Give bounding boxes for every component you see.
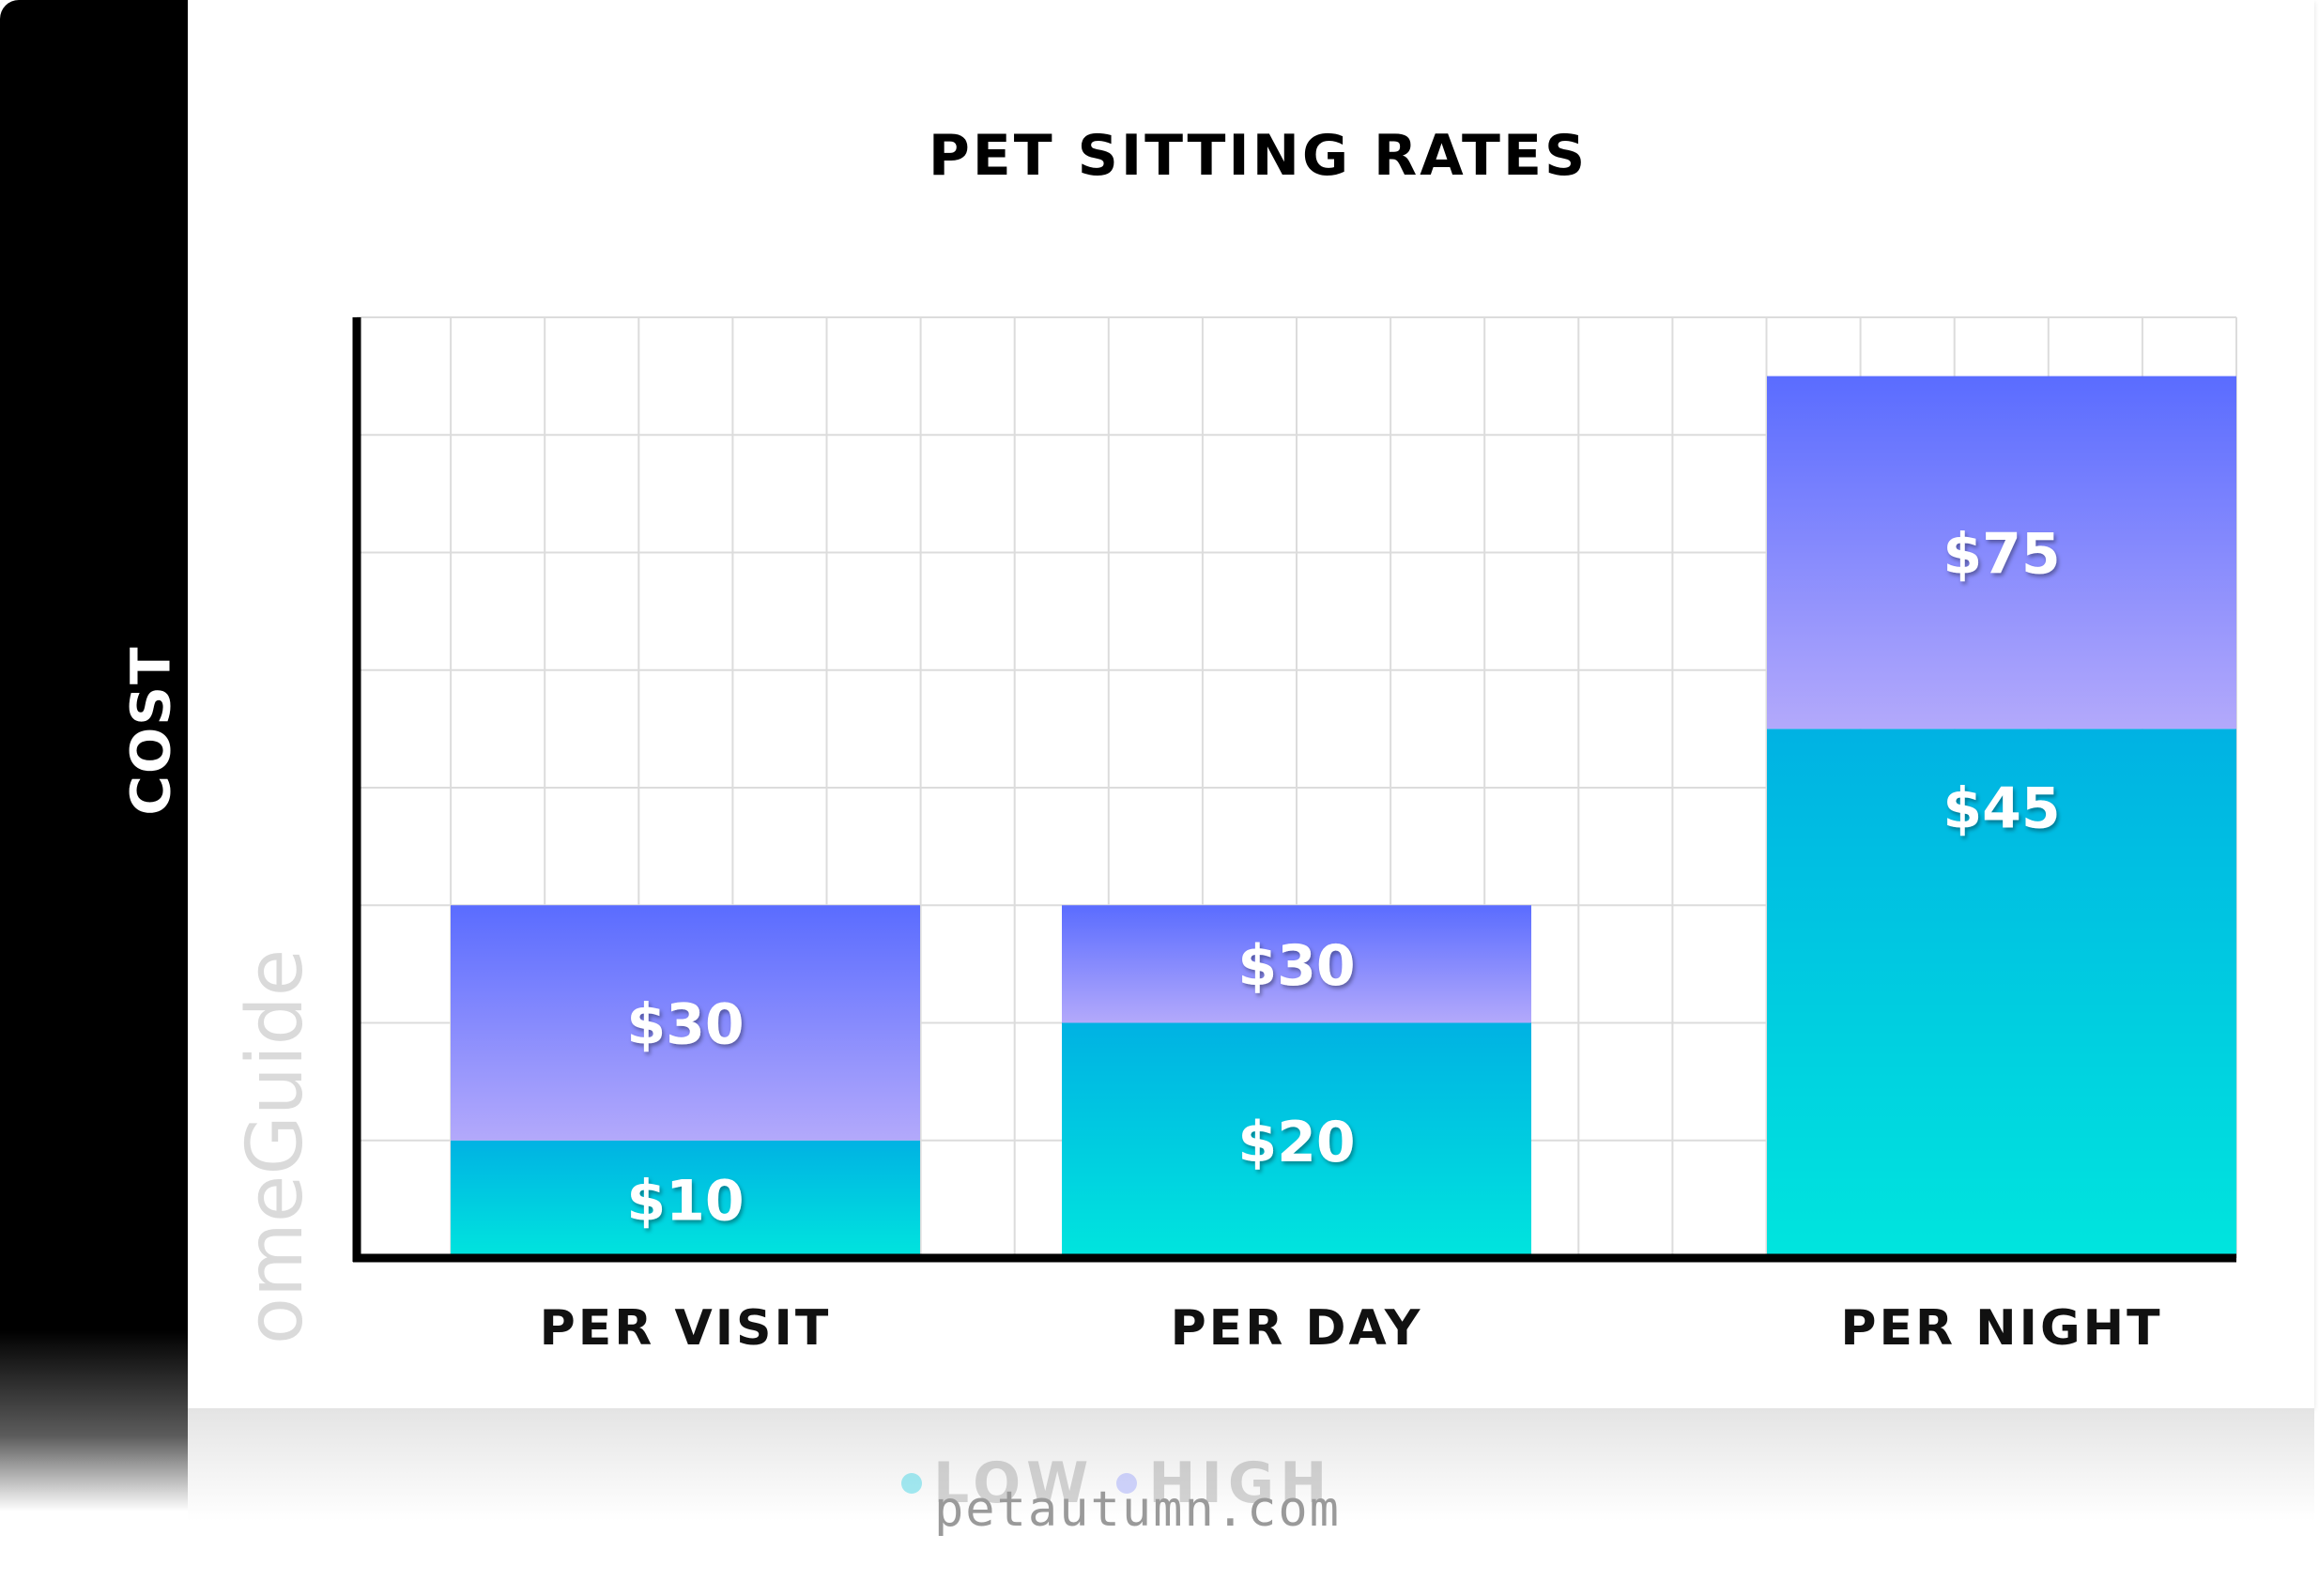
bar-low-per-day xyxy=(1062,1022,1531,1258)
x-tick-label: PER DAY xyxy=(1171,1300,1423,1357)
legend: LOW HIGH xyxy=(901,1450,1483,1516)
card-reflection xyxy=(188,1408,2314,1521)
bar-high-per-day xyxy=(1062,905,1531,1023)
data-label: $30 xyxy=(626,992,744,1058)
data-label: $45 xyxy=(1943,775,2060,841)
data-label: $20 xyxy=(1237,1110,1355,1175)
bar-high-per-night xyxy=(1767,376,2236,729)
bar-low-per-night xyxy=(1767,729,2236,1258)
x-tick-label: PER VISIT xyxy=(540,1300,832,1357)
legend-swatch-high xyxy=(1116,1473,1138,1494)
data-label: $30 xyxy=(1237,933,1355,999)
legend-item-high: HIGH xyxy=(1116,1450,1332,1516)
x-tick-label: PER NIGHT xyxy=(1840,1300,2162,1357)
bar-high-per-visit xyxy=(451,905,920,1141)
data-label: $10 xyxy=(626,1168,744,1234)
legend-label-low: LOW xyxy=(933,1450,1095,1516)
legend-item-low: LOW xyxy=(901,1450,1094,1516)
axes xyxy=(352,317,2236,1263)
sidebar-band xyxy=(0,0,188,1512)
chart-title: PET SITTING RATES xyxy=(929,123,1588,189)
labels: $10 $30 PER VISIT $20 $30 PER DAY $45 $75 PER NI… xyxy=(540,123,2162,1357)
data-label: $75 xyxy=(1943,522,2060,588)
watermark: petautumn.com xyxy=(934,1481,1341,1538)
bar-low-per-visit xyxy=(451,1140,920,1258)
legend-label-high: HIGH xyxy=(1148,1450,1333,1516)
bars xyxy=(451,376,2236,1258)
legend-swatch-low xyxy=(901,1473,922,1494)
